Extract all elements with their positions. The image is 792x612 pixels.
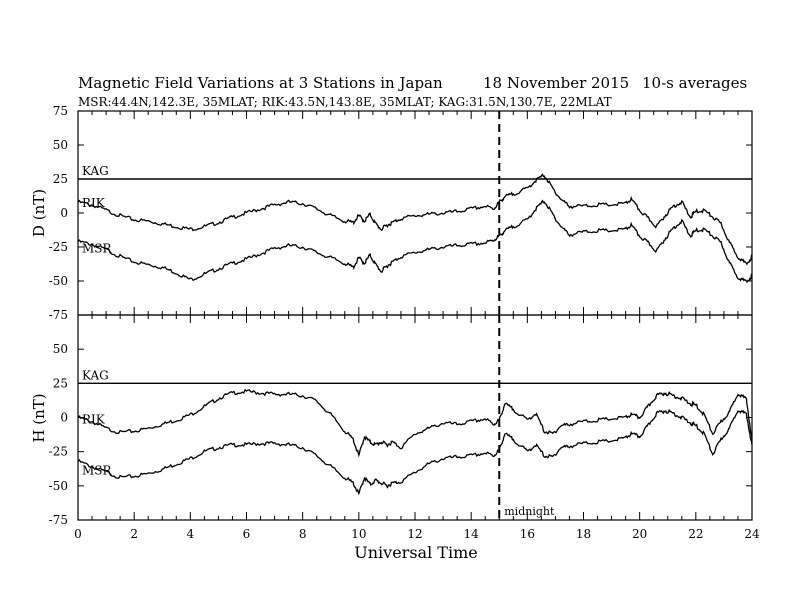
x-tick-label: 24 [744,527,760,541]
x-tick-label: 18 [576,527,591,541]
d-series-label-msr: MSR [82,241,113,255]
d-series-rik [77,173,753,266]
h-ytick-label: -75 [49,513,68,527]
x-tick-label: 10 [351,527,366,541]
d-ytick-label: -25 [49,240,68,254]
d-plot-frame [77,110,753,316]
x-axis-label: Universal Time [354,543,477,562]
d-series-label-rik: RIK [82,196,106,210]
d-panel: -75 -50 -25 0 25 50 75 KAG RIK MSR [49,104,753,322]
h-ytick-label: 25 [53,376,68,390]
h-series-rik [77,388,753,458]
x-tick-label: 14 [464,527,480,541]
x-tick-label: 16 [520,527,535,541]
d-kag-label: KAG [82,164,109,178]
h-ytick-label: 50 [53,342,68,356]
d-ytick-label: -50 [49,274,68,288]
h-ytick-label: 0 [60,411,68,425]
x-tick-label: 0 [74,527,82,541]
h-series-label-rik: RIK [82,413,106,427]
chart-title: Magnetic Field Variations at 3 Stations … [78,74,443,92]
d-ytick-label: 0 [60,206,68,220]
h-series-msr [77,408,753,496]
x-tick-label: 20 [632,527,647,541]
chart-averaging: 10-s averages [642,74,747,92]
x-tick-label: 2 [130,527,138,541]
d-ytick-label: 25 [53,172,68,186]
x-tick-label: 4 [187,527,195,541]
d-series-msr [77,199,753,284]
d-axis-label: D (nT) [30,189,48,237]
d-ytick-label: -75 [49,308,68,322]
h-axis-label: H (nT) [30,393,48,442]
x-tick-label: 12 [407,527,422,541]
h-series-label-msr: MSR [82,464,113,478]
station-info: MSR:44.4N,142.3E, 35MLAT; RIK:43.5N,143.… [78,95,612,109]
h-ytick-label: -25 [49,445,68,459]
h-kag-label: KAG [82,368,109,382]
midnight-label: midnight [504,505,555,518]
x-tick-label: 8 [299,527,307,541]
x-tick-label: 22 [688,527,703,541]
h-plot-frame [77,314,753,521]
chart-date: 18 November 2015 [483,74,629,92]
x-tick-label: 6 [243,527,251,541]
d-ytick-label: 75 [53,104,68,118]
h-ytick-label: -50 [49,479,68,493]
d-ytick-label: 50 [53,138,68,152]
